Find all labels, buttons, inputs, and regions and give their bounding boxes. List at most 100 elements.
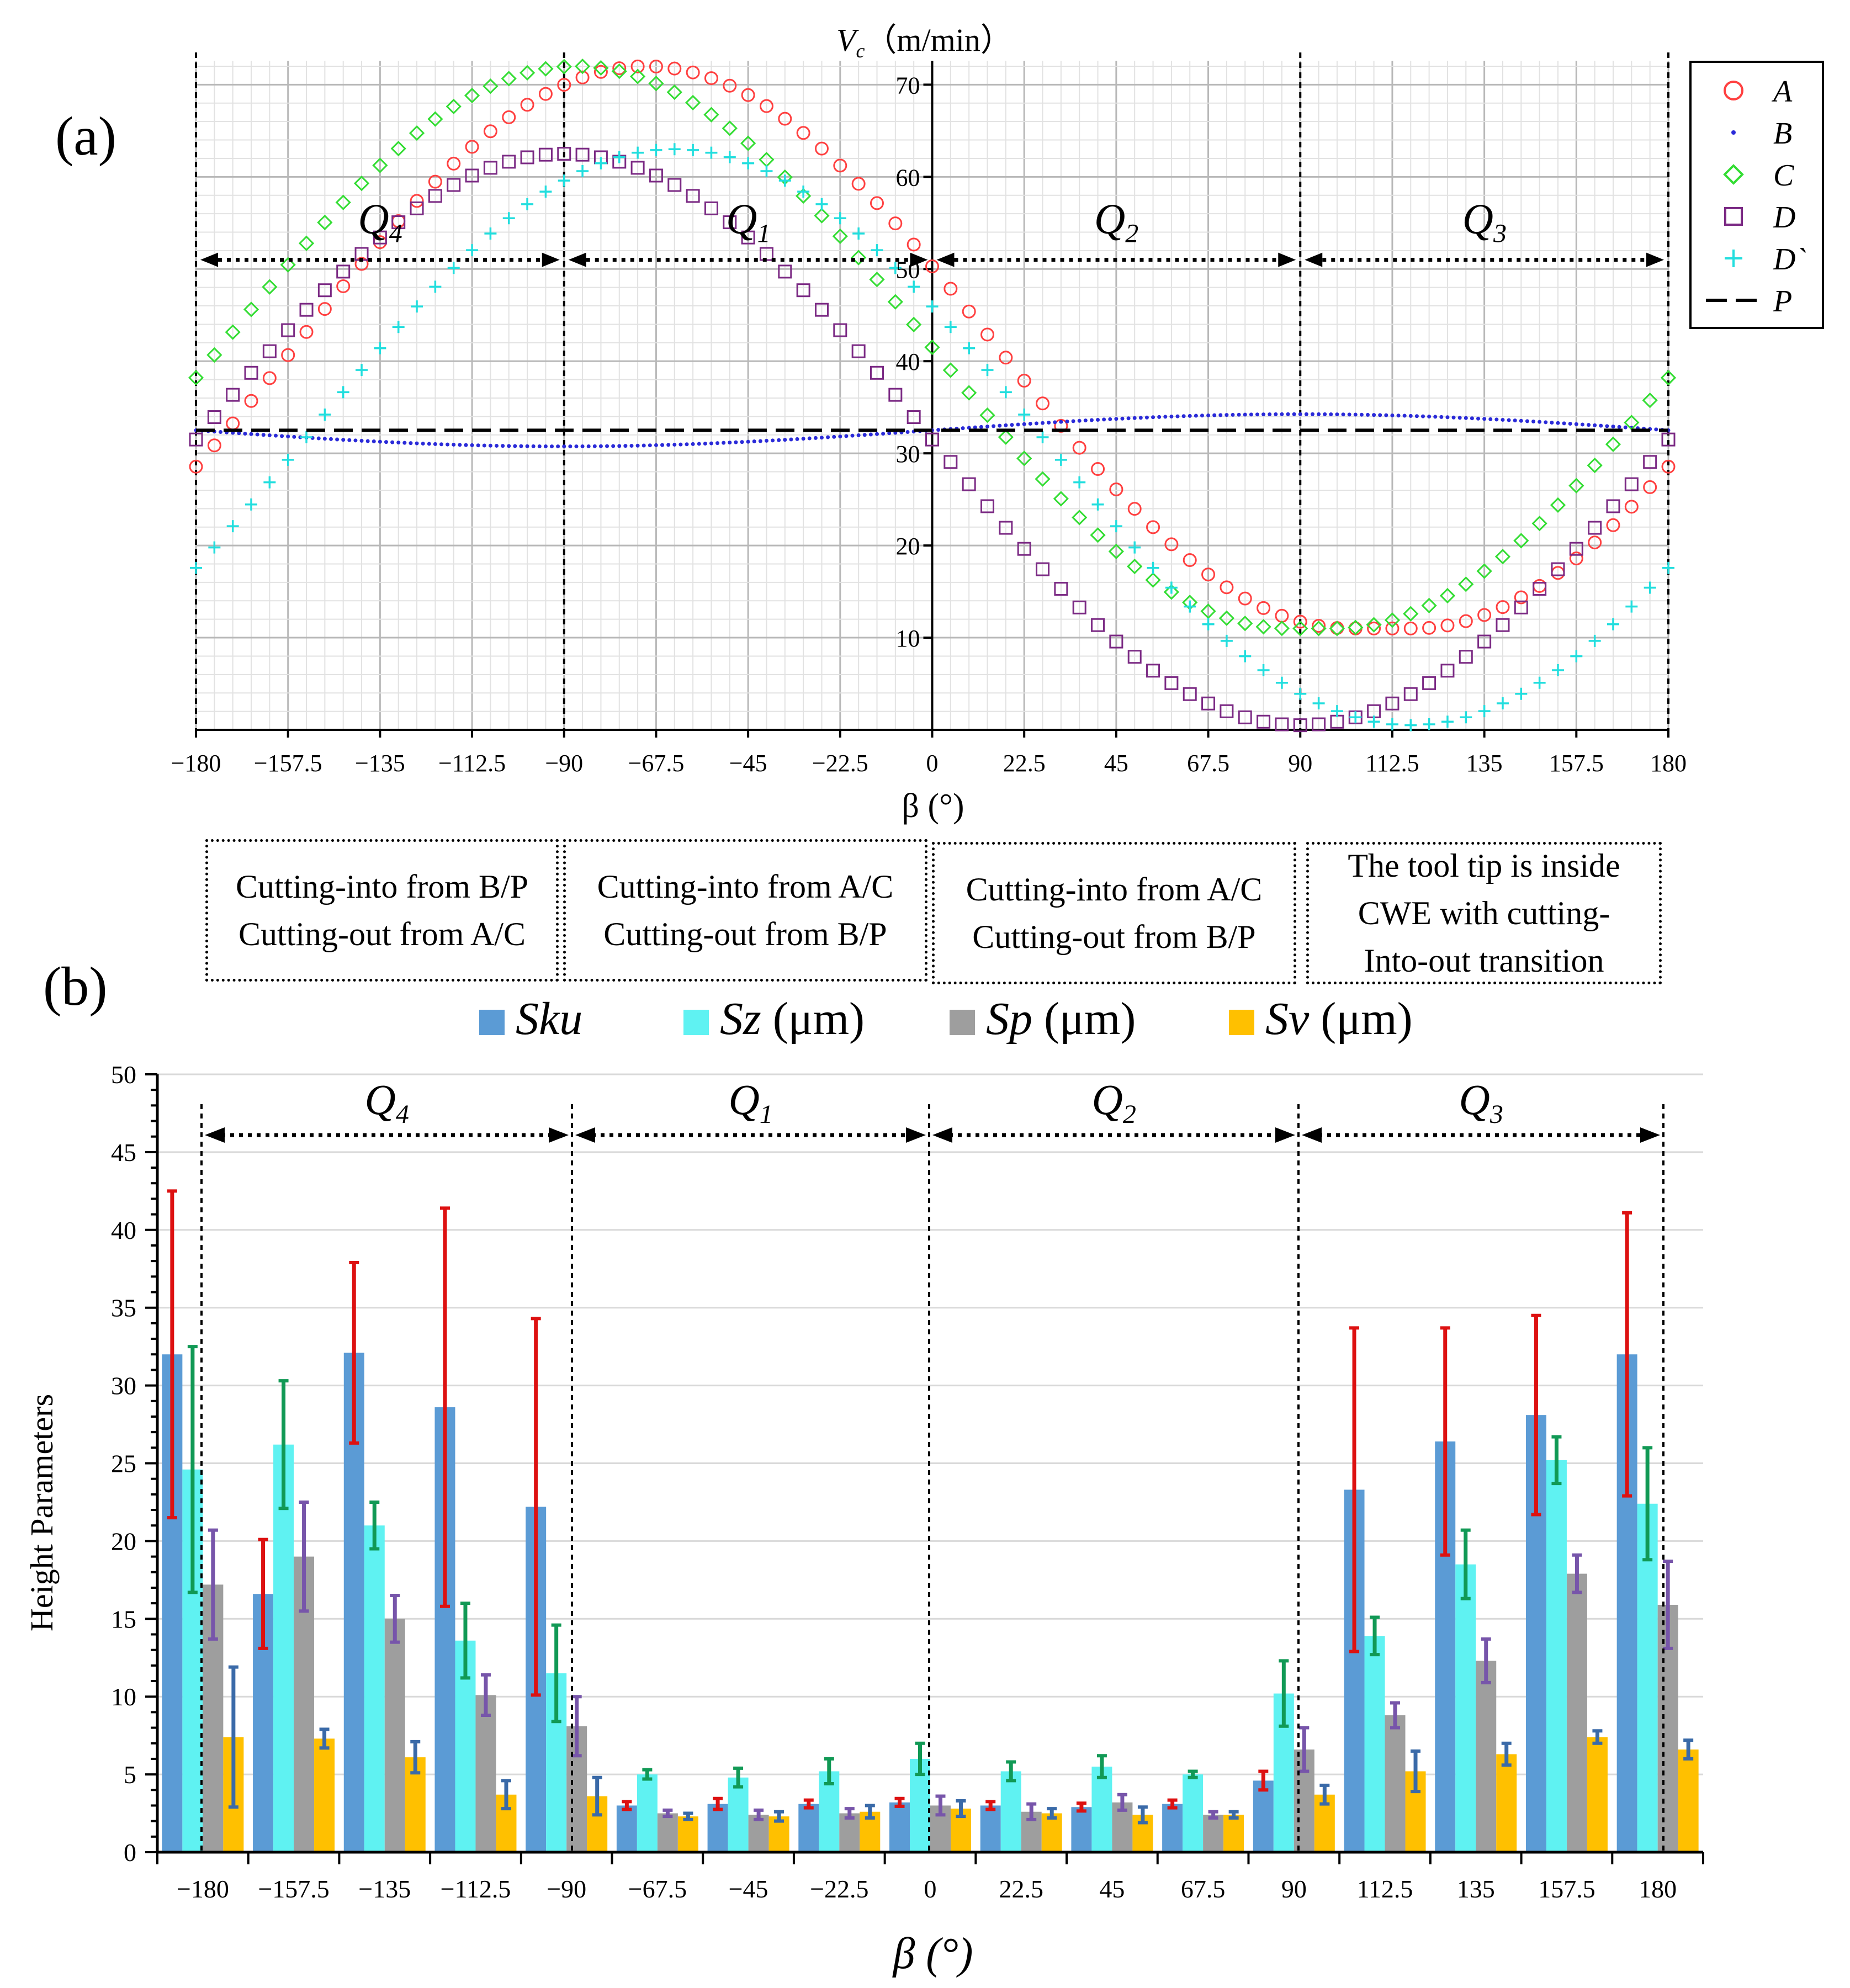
panel-a-quadrant-label-Q2: Q2 bbox=[1094, 195, 1138, 248]
note-q1-line2: Cutting-out from B/P bbox=[603, 916, 887, 952]
point-A bbox=[1127, 502, 1142, 516]
point-A bbox=[925, 259, 939, 273]
point-C bbox=[1403, 606, 1419, 622]
panel-b-quadrant-label-Q3-letter: Q bbox=[1459, 1075, 1490, 1123]
point-B bbox=[856, 433, 861, 437]
point-C bbox=[1366, 617, 1382, 633]
point-B bbox=[568, 444, 573, 449]
y-tick-label-1: 5 bbox=[124, 1761, 136, 1789]
point-B bbox=[1329, 412, 1333, 416]
point-B bbox=[1556, 421, 1560, 425]
point-D bbox=[575, 147, 590, 162]
arrowhead-left bbox=[200, 252, 218, 267]
x-tick-label-2: −135 bbox=[358, 1875, 411, 1903]
point-A bbox=[207, 438, 221, 453]
bar-Sz-1 bbox=[273, 1444, 294, 1852]
point-B bbox=[1255, 412, 1259, 417]
point-B bbox=[427, 442, 431, 446]
legend-series-name: Sz bbox=[720, 993, 761, 1045]
point-B bbox=[592, 444, 597, 448]
point-C bbox=[703, 107, 719, 123]
point-C bbox=[372, 157, 388, 173]
y-tick-label-1: 20 bbox=[896, 533, 920, 560]
point-B bbox=[722, 441, 726, 445]
point-B bbox=[1274, 412, 1278, 416]
panel-b-quadrant-label-Q1-subscript: 1 bbox=[760, 1100, 773, 1129]
point-B bbox=[838, 434, 842, 439]
point-Dprime bbox=[1607, 618, 1619, 630]
point-B bbox=[1617, 425, 1621, 429]
point-A bbox=[593, 65, 608, 79]
point-B bbox=[390, 440, 395, 444]
legend-label: Sp (μm) bbox=[986, 993, 1136, 1045]
x-tick-label-11: 67.5 bbox=[1187, 750, 1229, 777]
point-A bbox=[575, 70, 590, 84]
point-C bbox=[390, 141, 406, 157]
point-Dprime bbox=[687, 144, 699, 156]
point-Dprime bbox=[760, 165, 773, 177]
point-C bbox=[629, 68, 646, 84]
panel-b-quadrant-label-Q2-letter: Q bbox=[1092, 1075, 1123, 1123]
point-A bbox=[1164, 537, 1179, 552]
legend-series-unit: (μm) bbox=[1032, 993, 1136, 1045]
point-B bbox=[746, 439, 750, 444]
point-Dprime bbox=[1496, 697, 1509, 709]
x-tick-label-16: 180 bbox=[1639, 1875, 1677, 1903]
point-B bbox=[353, 438, 358, 443]
bar-Sv-1 bbox=[314, 1738, 335, 1852]
point-D bbox=[1385, 696, 1400, 711]
point-B bbox=[396, 441, 401, 445]
point-A bbox=[1385, 621, 1400, 635]
point-B bbox=[1482, 417, 1487, 421]
point-B bbox=[874, 432, 879, 436]
panel-b-bar-chart: Q4 Q1 Q2 Q3 −180 −157.5 −135 −112.5 −90 −67.5 −45… bbox=[24, 993, 1704, 1978]
point-B bbox=[1169, 415, 1174, 419]
point-B bbox=[501, 444, 505, 448]
note-q1-line1: Cutting-into from A/C bbox=[597, 868, 894, 905]
point-B bbox=[697, 442, 701, 446]
point-B bbox=[439, 442, 443, 447]
panel-a-x-axis-title: β (°) bbox=[902, 787, 964, 825]
panel-b-x-tick-labels: −180 −157.5 −135 −112.5 −90 −67.5 −45 −22.5 0 22.… bbox=[177, 1875, 1677, 1903]
point-B bbox=[783, 438, 787, 442]
legend-marker bbox=[1731, 130, 1736, 135]
point-B bbox=[758, 439, 762, 443]
panel-a-y-axis-title: Vc（m/min） bbox=[836, 22, 1013, 62]
point-C bbox=[483, 78, 499, 94]
panel-a-axes bbox=[195, 61, 1669, 738]
point-B bbox=[703, 442, 707, 446]
point-C bbox=[1127, 558, 1143, 575]
point-A bbox=[796, 126, 810, 140]
panel-a-quadrant-label-Q2-subscript: 2 bbox=[1125, 219, 1138, 248]
point-B bbox=[365, 439, 370, 443]
point-D bbox=[373, 230, 387, 245]
legend-marker bbox=[1724, 207, 1743, 226]
point-C bbox=[317, 214, 333, 231]
point-B bbox=[433, 442, 437, 446]
x-tick-label-8: 0 bbox=[924, 1875, 937, 1903]
panel-a-label: (a) bbox=[55, 105, 116, 167]
point-Dprime bbox=[208, 541, 221, 554]
point-A bbox=[999, 351, 1013, 365]
point-A bbox=[704, 71, 718, 86]
point-A bbox=[759, 99, 773, 113]
point-B bbox=[1378, 413, 1382, 417]
point-B bbox=[1470, 416, 1474, 421]
point-A bbox=[1459, 614, 1473, 628]
arrowhead-left bbox=[1302, 1127, 1322, 1143]
point-B bbox=[868, 432, 873, 437]
point-Dprime bbox=[1662, 561, 1674, 574]
point-C bbox=[666, 84, 682, 100]
point-Dprime bbox=[1202, 618, 1215, 630]
point-D bbox=[317, 283, 332, 298]
point-A bbox=[1643, 480, 1657, 494]
legend-marker bbox=[1725, 250, 1742, 267]
legend-label: B bbox=[1773, 116, 1792, 151]
bar-Sz-9 bbox=[1000, 1771, 1021, 1852]
point-D bbox=[1477, 634, 1492, 649]
point-C bbox=[1513, 533, 1529, 549]
point-Dprime bbox=[889, 262, 902, 274]
point-B bbox=[519, 444, 523, 448]
point-B bbox=[562, 444, 566, 449]
point-B bbox=[218, 430, 222, 434]
